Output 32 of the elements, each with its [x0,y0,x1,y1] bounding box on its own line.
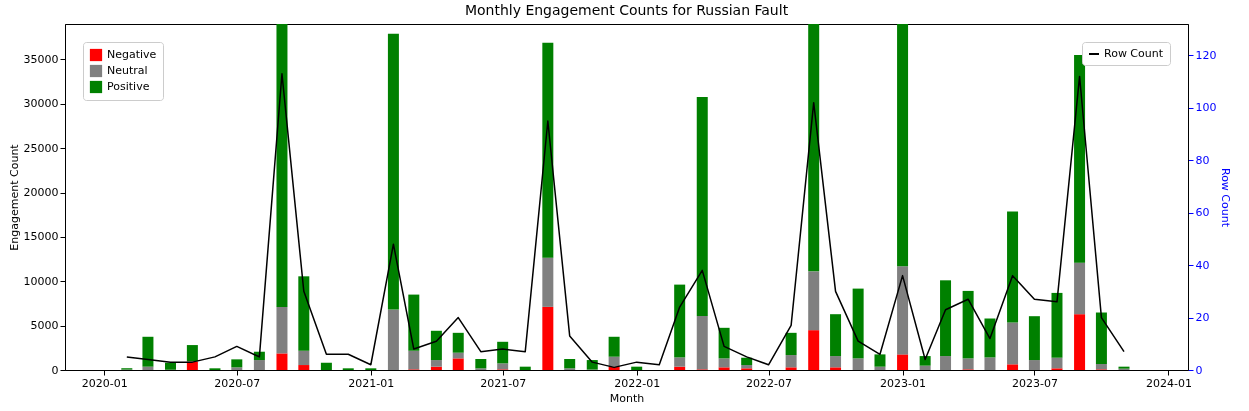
y-tick-label: 30000 [23,97,59,111]
y-tick-label: 15000 [23,230,59,244]
legend-label: Negative [107,48,157,61]
y-tick-label: 0 [51,363,59,377]
y2-tick-label: 80 [1195,153,1210,167]
y2-tick-label: 0 [1195,363,1203,377]
y-axis-title: Engagement Count [7,143,21,251]
y2-tick-label: 40 [1195,258,1210,272]
y-tick-label: 20000 [23,186,59,200]
y-tick-label: 35000 [23,52,59,66]
x-tick-label: 2023-01 [880,376,927,390]
y-tick-label: 25000 [23,141,59,155]
y-tick-label: 10000 [23,274,59,288]
x-tick-label: 2022-07 [746,376,793,390]
y2-tick-label: 60 [1195,206,1210,220]
legend-label: Neutral [107,64,148,77]
x-axis-title: Month [609,391,645,405]
x-tick-label: 2024-01 [1145,376,1192,390]
legend-label: Row Count [1104,47,1164,60]
y2-tick-label: 120 [1195,48,1217,62]
y-tick-label: 5000 [30,319,59,333]
x-tick-label: 2022-01 [614,376,661,390]
x-tick-label: 2020-07 [214,376,261,390]
chart-title: Monthly Engagement Counts for Russian Fault [464,2,789,18]
legend-label: Positive [107,80,150,93]
x-tick-label: 2020-01 [81,376,128,390]
x-tick-label: 2021-01 [348,376,395,390]
y2-axis-title: Row Count [1219,167,1233,228]
x-tick-label: 2021-07 [480,376,527,390]
y2-tick-label: 20 [1195,311,1210,325]
y2-tick-label: 100 [1195,101,1217,115]
x-tick-label: 2023-07 [1011,376,1058,390]
